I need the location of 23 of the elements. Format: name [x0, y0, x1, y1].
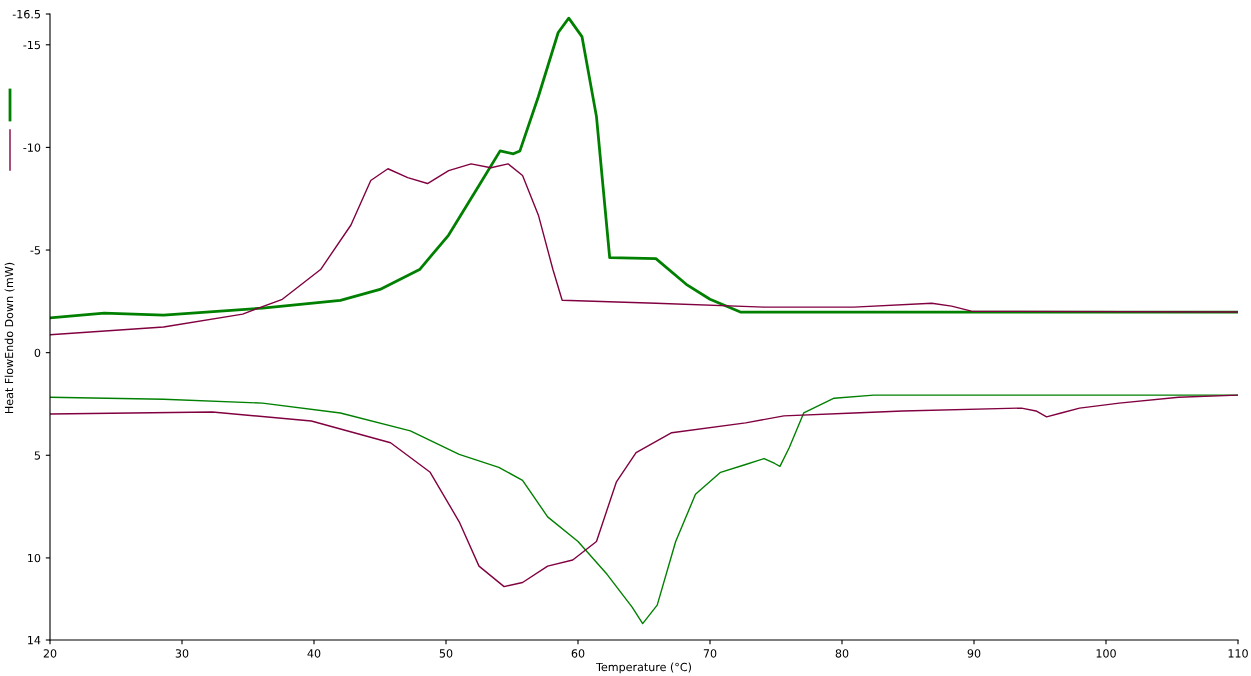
- y-tick-label: 14: [28, 636, 41, 645]
- x-tick-label: 50: [439, 649, 453, 658]
- x-tick-label: 20: [43, 649, 57, 658]
- line-series: [50, 394, 1238, 625]
- y-axis-title: Heat FlowEndo Down (mW): [4, 262, 15, 414]
- x-tick-label: 110: [1228, 649, 1248, 658]
- y-tick-label: 0: [34, 348, 41, 358]
- y-tick-label: 10: [28, 553, 41, 563]
- y-tick-label: -16.5: [12, 9, 40, 19]
- x-tick-label: 30: [175, 649, 189, 658]
- x-tick-label: 60: [571, 649, 585, 658]
- y-tick-label: -5: [30, 246, 40, 255]
- x-tick-label: 80: [835, 649, 849, 658]
- x-tick-label: 90: [967, 649, 981, 658]
- y-tick-label: 5: [34, 451, 40, 460]
- line-series: [50, 163, 1238, 336]
- x-tick-label: 70: [703, 649, 717, 658]
- x-axis-title: Temperature (°C): [596, 662, 691, 674]
- x-tick-label: 100: [1096, 649, 1116, 658]
- y-tick-label: -15: [23, 40, 40, 50]
- x-tick-label: 40: [307, 649, 321, 658]
- line-series: [50, 394, 1238, 588]
- y-tick-label: -10: [23, 143, 41, 152]
